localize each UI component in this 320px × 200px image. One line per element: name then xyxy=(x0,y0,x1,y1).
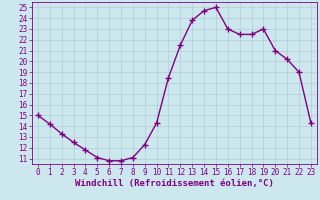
X-axis label: Windchill (Refroidissement éolien,°C): Windchill (Refroidissement éolien,°C) xyxy=(75,179,274,188)
